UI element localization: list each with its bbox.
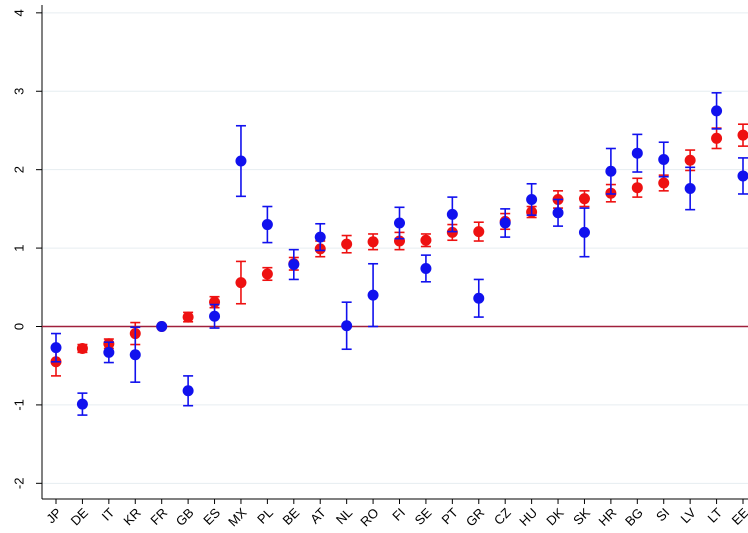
x-tick-label: SK [570, 505, 593, 528]
x-tick-label: LT [704, 505, 725, 526]
dot [499, 217, 511, 229]
x-tick-label: SE [412, 505, 435, 528]
dot [711, 105, 723, 117]
y-tick-label: -1 [11, 399, 26, 411]
x-tick-label: ES [200, 505, 223, 528]
x-tick-label: JP [43, 505, 64, 526]
x-tick-label: FI [389, 505, 408, 524]
y-tick-label: -2 [11, 478, 26, 490]
dot [631, 182, 643, 194]
x-tick-label: PL [254, 505, 276, 527]
dot [631, 147, 643, 159]
x-tick-label: GR [463, 505, 487, 529]
dot [658, 177, 670, 189]
x-tick-label: KR [120, 505, 143, 528]
dot [261, 219, 273, 231]
dot [473, 226, 485, 238]
dot [50, 342, 62, 354]
x-tick-label: PT [439, 505, 461, 527]
dot [76, 342, 88, 354]
dot [526, 193, 538, 205]
dot [341, 320, 353, 332]
dot [552, 207, 564, 219]
dot [261, 268, 273, 280]
dot [182, 385, 194, 397]
dot [578, 193, 590, 205]
dot [737, 170, 748, 182]
x-tick-label: SI [653, 505, 672, 524]
x-tick-label: BE [279, 505, 302, 528]
dot [473, 292, 485, 304]
y-tick-label: 1 [11, 244, 26, 251]
dot [341, 238, 353, 250]
dot [737, 129, 748, 141]
dot [711, 132, 723, 144]
x-tick-label: HR [596, 505, 620, 529]
dot [76, 398, 88, 410]
dot [394, 217, 405, 229]
dot [367, 236, 379, 248]
x-tick-label: MX [225, 505, 250, 530]
dot [420, 262, 432, 274]
dot [182, 311, 194, 323]
x-tick-label: LV [678, 505, 699, 526]
dot [235, 277, 247, 289]
dot [684, 182, 696, 194]
dot [367, 289, 379, 301]
dot [156, 320, 168, 332]
dot [129, 349, 141, 361]
x-tick-label: AT [307, 505, 329, 527]
x-tick-label: BG [622, 505, 646, 529]
dot [446, 208, 458, 220]
dot [235, 155, 247, 167]
x-tick-label: GB [173, 505, 197, 529]
x-tick-label: IT [99, 505, 118, 524]
dot [209, 310, 221, 322]
x-tick-label: CZ [491, 505, 514, 528]
x-tick-label: DE [68, 505, 92, 529]
dot [658, 153, 670, 165]
y-tick-label: 4 [11, 9, 26, 16]
y-tick-label: 3 [11, 88, 26, 95]
x-tick-label: EE [729, 505, 748, 528]
x-tick-label: RO [357, 505, 381, 529]
x-tick-label: DK [543, 505, 567, 529]
x-tick-label: NL [333, 505, 355, 527]
dot [314, 231, 326, 243]
dot [103, 346, 115, 358]
y-tick-label: 2 [11, 166, 26, 173]
dot [605, 165, 617, 177]
dot [420, 234, 432, 246]
dot [288, 259, 300, 271]
dot [684, 154, 696, 166]
dot [578, 226, 590, 238]
y-tick-label: 0 [11, 323, 26, 330]
x-tick-label: HU [516, 505, 540, 529]
x-tick-label: FR [147, 505, 170, 528]
